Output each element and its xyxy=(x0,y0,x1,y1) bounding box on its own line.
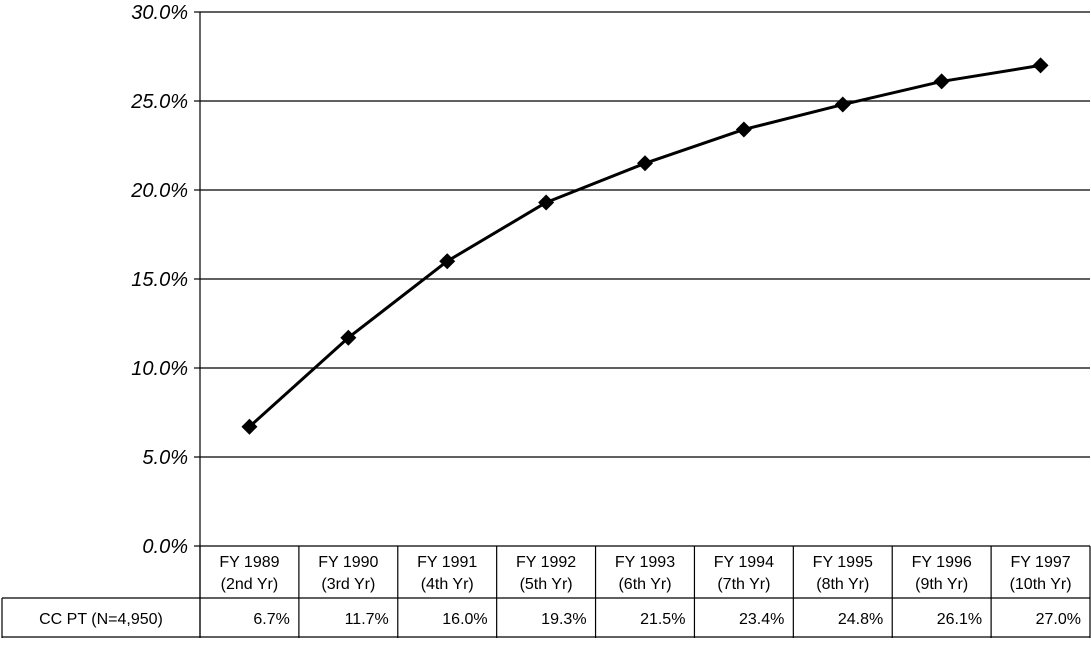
x-tick-label: (3rd Yr) xyxy=(321,576,375,593)
series-line xyxy=(248,63,1041,428)
data-point-marker xyxy=(340,329,357,346)
x-tick-label: FY 1997 xyxy=(1010,554,1070,571)
x-tick-label: FY 1992 xyxy=(516,554,576,571)
data-table-value: 26.1% xyxy=(937,611,982,628)
x-tick-label: FY 1994 xyxy=(714,554,774,571)
data-table-value: 16.0% xyxy=(442,611,487,628)
y-tick-label: 10.0% xyxy=(131,358,188,380)
data-point-marker xyxy=(1032,57,1049,74)
data-table-value: 19.3% xyxy=(541,611,586,628)
data-table-value: 6.7% xyxy=(253,611,289,628)
x-tick-label: (7th Yr) xyxy=(717,576,770,593)
y-tick-label: 0.0% xyxy=(142,536,188,558)
series-name-cell: CC PT (N=4,950) xyxy=(39,611,163,628)
data-point-marker xyxy=(241,418,258,435)
x-tick-label: (10th Yr) xyxy=(1010,576,1072,593)
x-tick-label: FY 1995 xyxy=(813,554,873,571)
y-tick-label: 30.0% xyxy=(131,2,188,24)
data-point-marker xyxy=(637,155,653,172)
data-point-marker xyxy=(439,253,456,270)
data-table-value: 27.0% xyxy=(1036,611,1081,628)
y-tick-label: 20.0% xyxy=(130,180,188,202)
y-tick-label: 5.0% xyxy=(142,447,188,469)
x-tick-label: (6th Yr) xyxy=(618,576,671,593)
data-table-value: 21.5% xyxy=(640,611,685,628)
x-tick-label: FY 1991 xyxy=(417,554,477,571)
x-tick-label: (2nd Yr) xyxy=(221,576,279,593)
data-table-value: 11.7% xyxy=(345,611,389,628)
data-point-marker xyxy=(538,194,555,211)
x-tick-label: FY 1996 xyxy=(912,554,972,571)
data-point-marker xyxy=(834,96,851,113)
x-tick-label: FY 1990 xyxy=(318,554,378,571)
data-point-marker xyxy=(933,73,950,90)
x-tick-label: (4th Yr) xyxy=(421,576,474,593)
y-tick-label: 15.0% xyxy=(131,269,188,291)
x-tick-label: (8th Yr) xyxy=(816,576,869,593)
x-tick-label: (9th Yr) xyxy=(915,576,968,593)
data-table-value: 23.4% xyxy=(739,611,784,628)
data-table-value: 24.8% xyxy=(838,611,883,628)
x-tick-label: FY 1989 xyxy=(219,554,279,571)
y-tick-label: 25.0% xyxy=(130,91,188,113)
x-tick-label: (5th Yr) xyxy=(520,576,573,593)
x-tick-label: FY 1993 xyxy=(615,554,675,571)
data-point-marker xyxy=(735,121,752,138)
